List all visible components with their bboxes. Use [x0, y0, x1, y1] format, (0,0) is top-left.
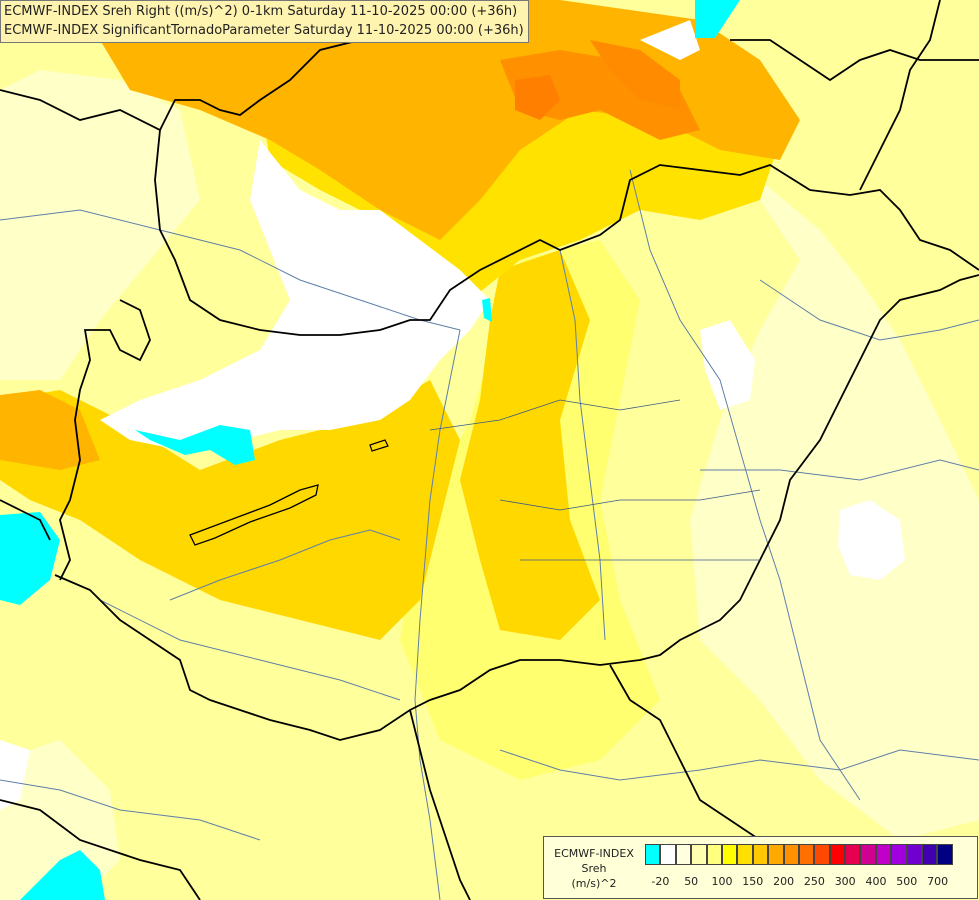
legend-swatch: [706, 844, 722, 865]
legend-swatch: [768, 844, 784, 865]
field-white-ne: [640, 20, 700, 60]
legend-label: 150: [742, 875, 764, 888]
legend-title-model: ECMWF-INDEX: [554, 847, 634, 860]
legend-swatch: [783, 844, 799, 865]
legend-swatches: [645, 844, 953, 865]
title-line-2: ECMWF-INDEX SignificantTornadoParameter …: [4, 23, 524, 38]
field-cyan-west: [0, 512, 60, 605]
field-dark-orange-core: [515, 75, 560, 120]
legend-swatch: [645, 844, 661, 865]
legend-labels: -20 50 100 150 200 250 300 400 500 700: [645, 875, 975, 891]
legend-swatch: [860, 844, 876, 865]
legend-label: 500: [896, 875, 918, 888]
field-dark-orange: [500, 50, 700, 140]
field-white-southwest: [0, 740, 30, 810]
field-pale-west: [0, 70, 200, 380]
legend-swatch: [875, 844, 892, 865]
legend-swatch: [798, 844, 815, 865]
title-line-1: ECMWF-INDEX Sreh Right ((m/s)^2) 0-1km S…: [4, 4, 518, 19]
legend-title-param: Sreh: [581, 862, 607, 875]
legend-swatch: [721, 844, 738, 865]
field-gold-central: [460, 250, 600, 640]
lake: [189, 484, 319, 546]
legend-swatch: [937, 844, 953, 865]
field-cyan-ne: [695, 0, 740, 38]
legend-swatch: [906, 844, 923, 865]
legend-label: 700: [927, 875, 949, 888]
legend-title-unit: (m/s)^2: [571, 877, 617, 890]
rivers: [0, 169, 979, 900]
legend-swatch: [737, 844, 753, 865]
legend-swatch: [845, 844, 861, 865]
legend-label: -20: [651, 875, 670, 888]
field-white-central: [100, 140, 490, 450]
region-borders: [429, 399, 761, 561]
field-pale-east: [600, 160, 979, 840]
legend-label: 250: [803, 875, 825, 888]
legend-swatch: [691, 844, 707, 865]
small-lake: [369, 439, 389, 452]
legend-swatch: [891, 844, 907, 865]
field-white-east: [700, 320, 755, 410]
field-cyan-dot: [482, 298, 492, 322]
legend-label: 100: [711, 875, 733, 888]
legend-label: 300: [834, 875, 856, 888]
legend-title: ECMWF-INDEX Sreh (m/s)^2: [546, 846, 642, 891]
field-dark-orange-ne: [590, 40, 680, 110]
field-gold-west: [0, 380, 460, 640]
field-orange-west: [0, 390, 100, 470]
field-cyan-central: [135, 425, 255, 465]
legend-label: 50: [684, 875, 699, 888]
legend-swatch: [814, 844, 830, 865]
map-title-box: ECMWF-INDEX Sreh Right ((m/s)^2) 0-1km S…: [0, 0, 529, 43]
legend-swatch: [752, 844, 769, 865]
legend-swatch: [660, 844, 676, 865]
field-white-southeast: [838, 500, 905, 580]
legend-label: 200: [773, 875, 795, 888]
legend-label: 400: [865, 875, 887, 888]
legend-swatch: [675, 844, 692, 865]
color-legend: ECMWF-INDEX Sreh (m/s)^2 -20 50 100 150 200 2…: [543, 836, 978, 899]
legend-swatch: [922, 844, 938, 865]
legend-swatch: [829, 844, 846, 865]
field-cyan-sw: [20, 850, 105, 900]
